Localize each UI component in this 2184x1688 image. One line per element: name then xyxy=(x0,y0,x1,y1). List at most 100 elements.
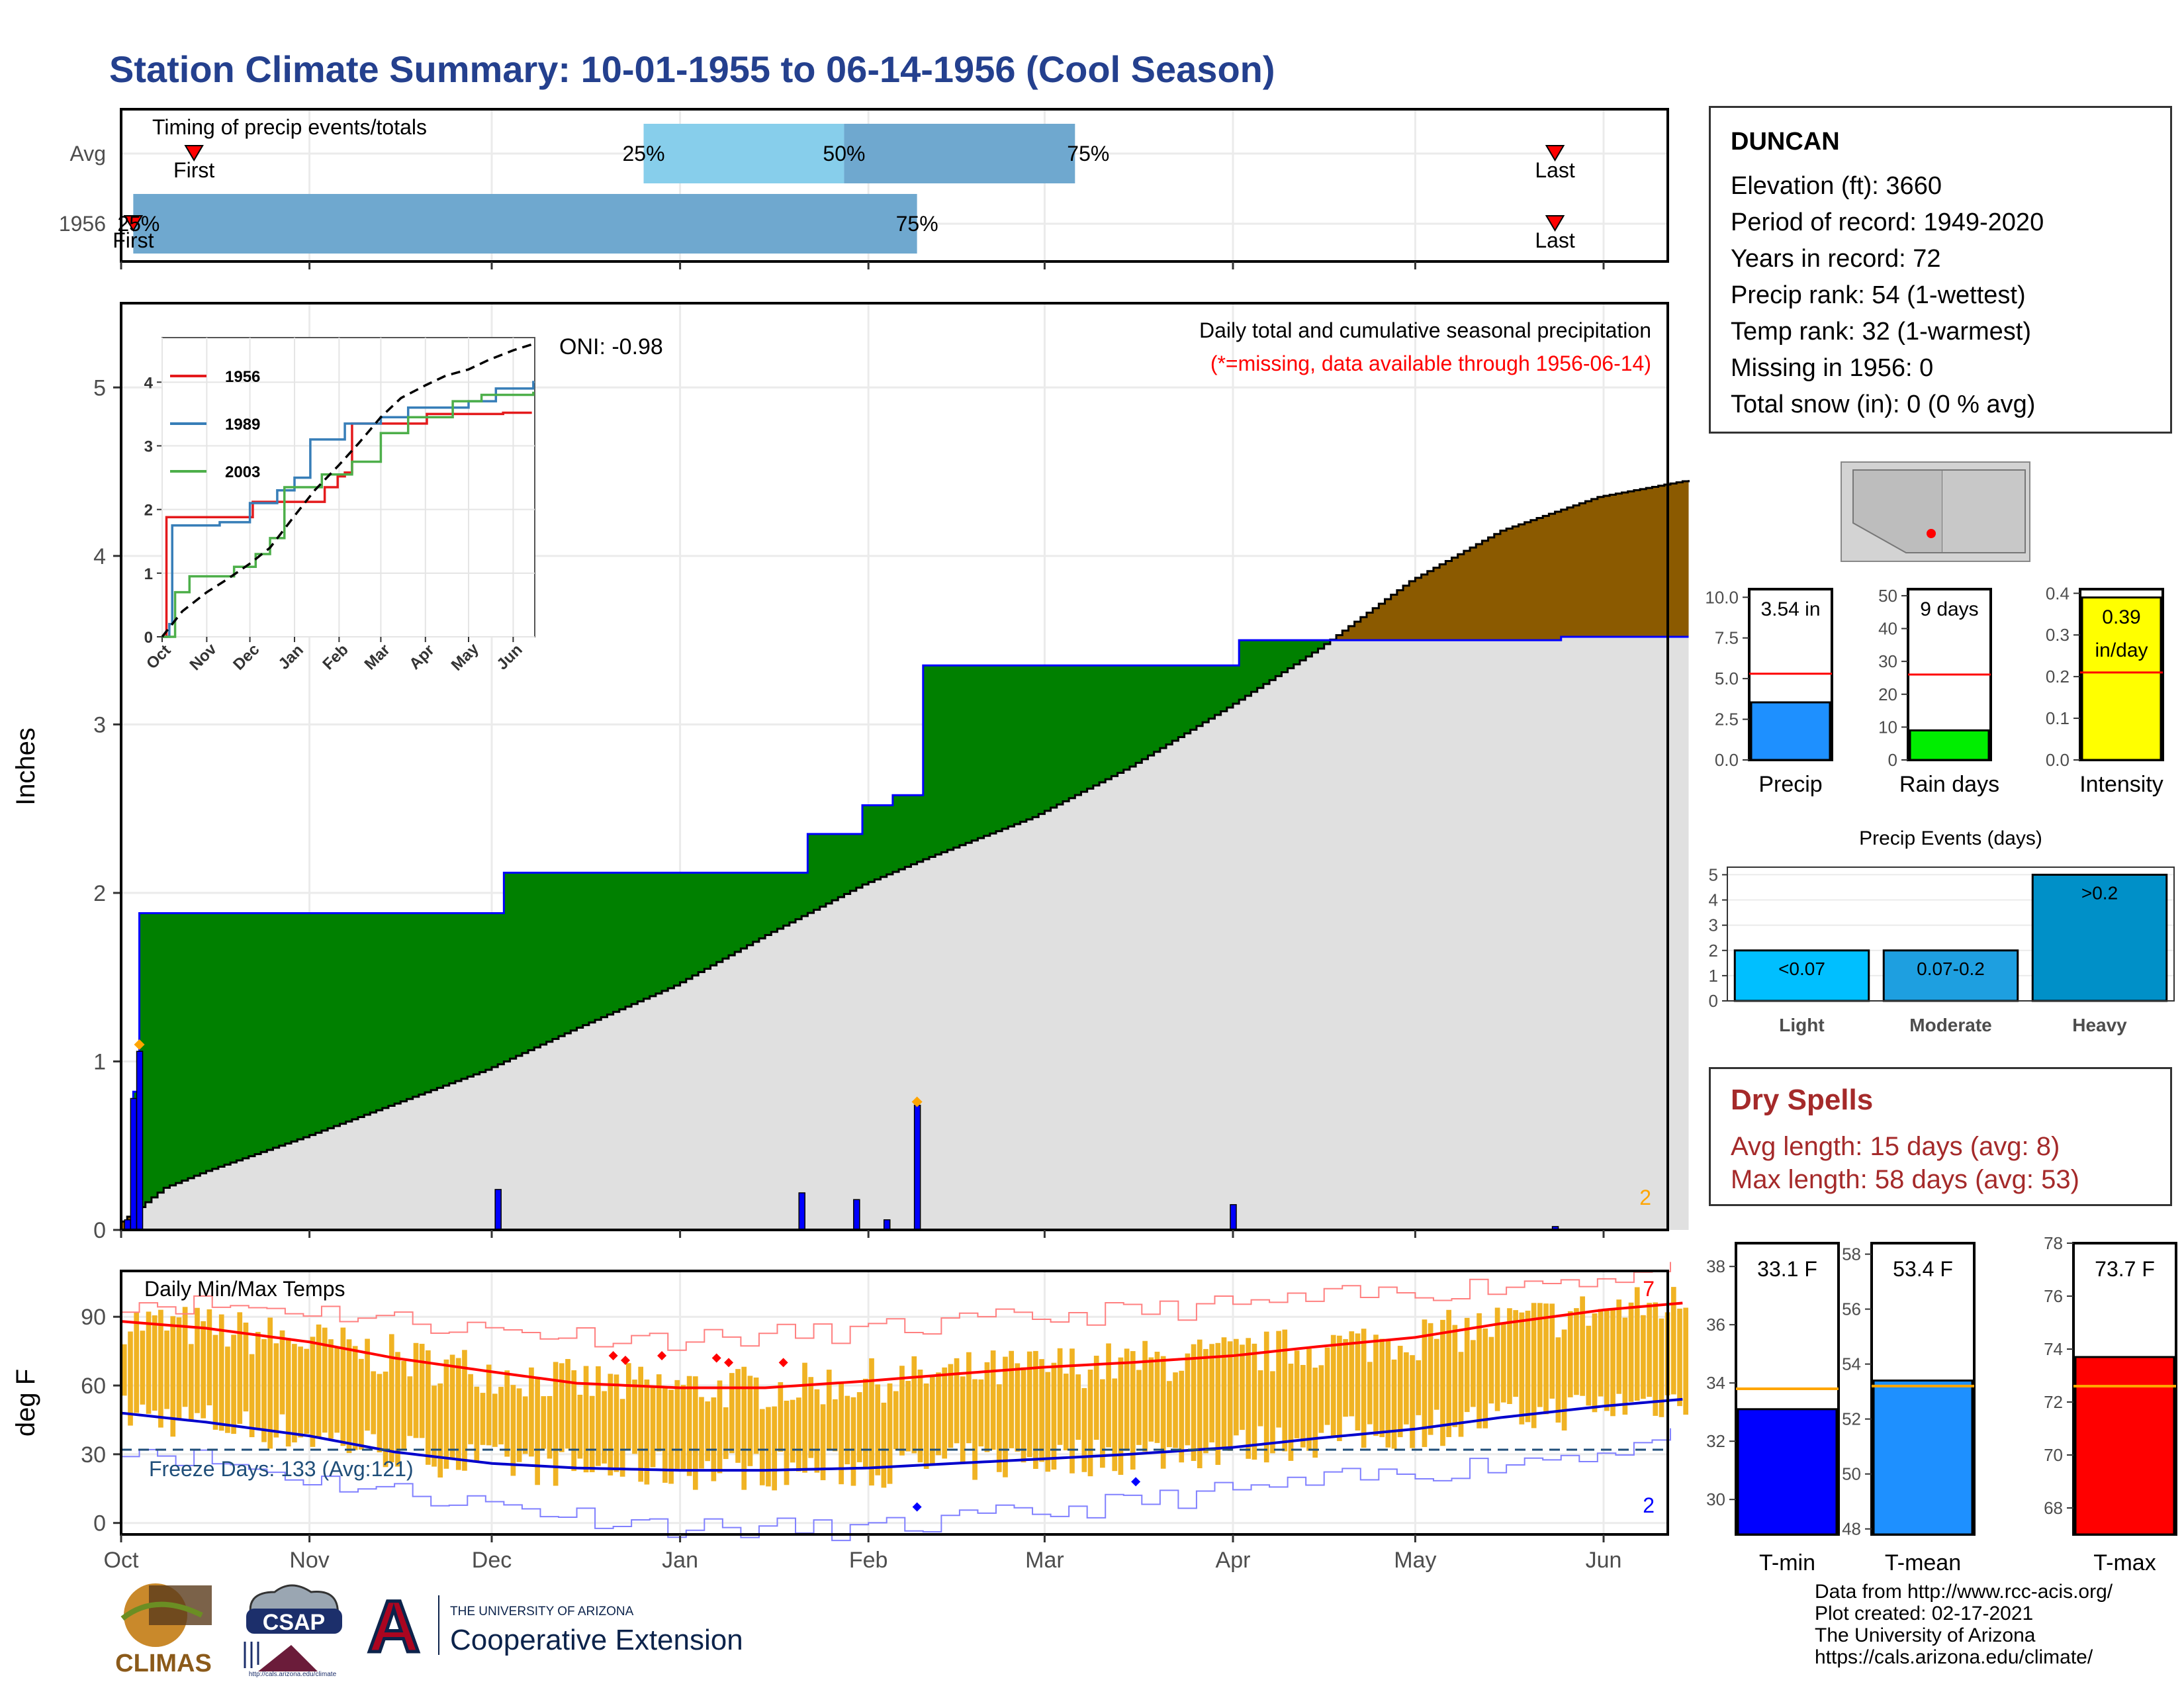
daily-temp-bar xyxy=(596,1366,601,1466)
daily-precip-bar xyxy=(124,1219,131,1231)
page-title: Station Climate Summary: 10-01-1955 to 0… xyxy=(109,48,1275,90)
daily-temp-bar xyxy=(893,1391,899,1450)
daily-precip-bar xyxy=(853,1199,860,1231)
daily-temp-bar xyxy=(826,1370,832,1450)
daily-temp-bar xyxy=(875,1384,881,1476)
daily-temp-bar xyxy=(723,1407,729,1460)
summary-y-tick-label: 0.4 xyxy=(2046,583,2070,603)
daily-temp-bar xyxy=(1433,1338,1439,1410)
daily-temp-bar xyxy=(747,1376,753,1466)
temp-summary-y-tick-label: 48 xyxy=(1842,1519,1861,1539)
temp-summary-y-tick-label: 38 xyxy=(1706,1256,1725,1276)
temp-summary-bar-t-min xyxy=(1737,1408,1838,1536)
daily-temp-bar xyxy=(1598,1309,1604,1397)
daily-temp-bar xyxy=(619,1399,625,1477)
daily-temp-bar xyxy=(1428,1323,1433,1435)
daily-temp-bar xyxy=(820,1404,826,1481)
daily-temp-bar xyxy=(1100,1379,1105,1468)
month-tick-label: Apr xyxy=(1216,1548,1251,1573)
daily-temp-bar xyxy=(249,1354,255,1438)
summary-y-tick-label: 30 xyxy=(1878,651,1897,671)
daily-temp-bar xyxy=(170,1316,176,1437)
daily-temp-bar xyxy=(1051,1362,1057,1470)
temp-y-axis-label: deg F xyxy=(11,1369,40,1436)
timing-avg-50-75-bar xyxy=(844,124,1075,183)
daily-temp-bar xyxy=(954,1358,960,1444)
daily-temp-bar xyxy=(1500,1323,1506,1403)
ua-small-text: THE UNIVERSITY OF ARIZONA xyxy=(450,1605,634,1618)
daily-temp-bar xyxy=(1282,1329,1288,1452)
daily-temp-bar xyxy=(255,1332,261,1429)
month-tick-label: Jan xyxy=(662,1548,698,1573)
inset-y-tick-label: 2 xyxy=(144,502,153,520)
daily-temp-bar xyxy=(243,1322,249,1412)
daily-precip-bar xyxy=(798,1192,805,1231)
daily-temp-bar xyxy=(1306,1348,1312,1451)
daily-temp-bar xyxy=(1263,1331,1269,1463)
timing-avg-first-label: First xyxy=(173,158,214,182)
daily-temp-bar xyxy=(1641,1315,1646,1399)
daily-temp-bar xyxy=(1179,1370,1185,1463)
daily-temp-bar xyxy=(948,1364,954,1448)
precip-corner-label: 2 xyxy=(1639,1186,1651,1209)
daily-temp-bar xyxy=(395,1352,400,1467)
daily-temp-bar xyxy=(766,1407,771,1487)
daily-temp-bar xyxy=(1209,1344,1214,1442)
daily-temp-bar xyxy=(437,1383,443,1478)
ua-big-text: Cooperative Extension xyxy=(450,1624,743,1656)
temp-summary-y-tick-label: 52 xyxy=(1842,1409,1861,1429)
summary-y-tick-label: 0.1 xyxy=(2046,708,2070,728)
temp-y-tick-label: 30 xyxy=(81,1442,106,1468)
station-temp-rank: Temp rank: 32 (1-warmest) xyxy=(1731,318,2032,346)
summary-y-tick-label: 20 xyxy=(1878,684,1897,704)
daily-temp-bar xyxy=(808,1377,814,1458)
daily-temp-bar xyxy=(206,1309,212,1405)
precip-events-y-tick-label: 1 xyxy=(1709,966,1718,986)
daily-temp-bar xyxy=(1367,1362,1373,1425)
timing-1956-75-label: 75% xyxy=(896,212,938,236)
daily-temp-bar xyxy=(735,1369,741,1463)
temp-y-tick-label: 60 xyxy=(81,1374,106,1399)
daily-temp-bar xyxy=(504,1370,510,1457)
daily-temp-bar xyxy=(972,1379,978,1480)
daily-temp-bar xyxy=(432,1385,437,1467)
daily-temp-bar xyxy=(625,1363,631,1449)
daily-precip-bar xyxy=(913,1104,921,1231)
daily-temp-bar xyxy=(911,1356,917,1454)
daily-temp-bar xyxy=(1391,1359,1397,1449)
daily-temp-bar xyxy=(1221,1337,1227,1448)
daily-temp-bar xyxy=(1337,1335,1342,1442)
daily-temp-bar xyxy=(1197,1339,1203,1469)
daily-temp-bar xyxy=(1330,1335,1336,1437)
precip-average-cumulative-line xyxy=(121,480,1690,1223)
daily-temp-bar xyxy=(1494,1307,1500,1411)
daily-temp-bar xyxy=(1416,1360,1422,1415)
summary-y-tick-label: 2.5 xyxy=(1715,710,1739,729)
daily-temp-bar xyxy=(1240,1344,1245,1430)
daily-temp-bar xyxy=(699,1397,704,1469)
precip-events-bar-label: >0.2 xyxy=(2081,882,2118,903)
month-tick-label: Nov xyxy=(289,1548,329,1573)
daily-temp-bar xyxy=(426,1350,431,1465)
summary-category-label: Precip xyxy=(1758,772,1822,797)
inset-series-2003 xyxy=(162,391,535,638)
daily-temp-bar xyxy=(1160,1356,1166,1469)
station-period: Period of record: 1949-2020 xyxy=(1731,209,2044,236)
daily-temp-bar xyxy=(1410,1355,1415,1448)
precip-y-tick-label: 3 xyxy=(93,712,106,737)
daily-temp-bar xyxy=(346,1339,352,1454)
daily-temp-bar xyxy=(371,1371,377,1434)
precip-events-category-label: Light xyxy=(1779,1015,1824,1035)
daily-temp-bar xyxy=(759,1409,765,1485)
record-high-marker xyxy=(778,1358,788,1368)
daily-temp-bar xyxy=(383,1372,388,1468)
daily-precip-bar xyxy=(1230,1204,1237,1231)
summary-y-tick-label: 0.3 xyxy=(2046,625,2070,645)
daily-temp-bar xyxy=(152,1315,158,1411)
temp-corner-bottom: 2 xyxy=(1643,1493,1655,1517)
daily-temp-bar xyxy=(1075,1374,1081,1440)
daily-temp-bar xyxy=(377,1374,383,1453)
summary-category-label: Rain days xyxy=(1899,772,1999,797)
month-tick-label: Oct xyxy=(104,1548,139,1573)
